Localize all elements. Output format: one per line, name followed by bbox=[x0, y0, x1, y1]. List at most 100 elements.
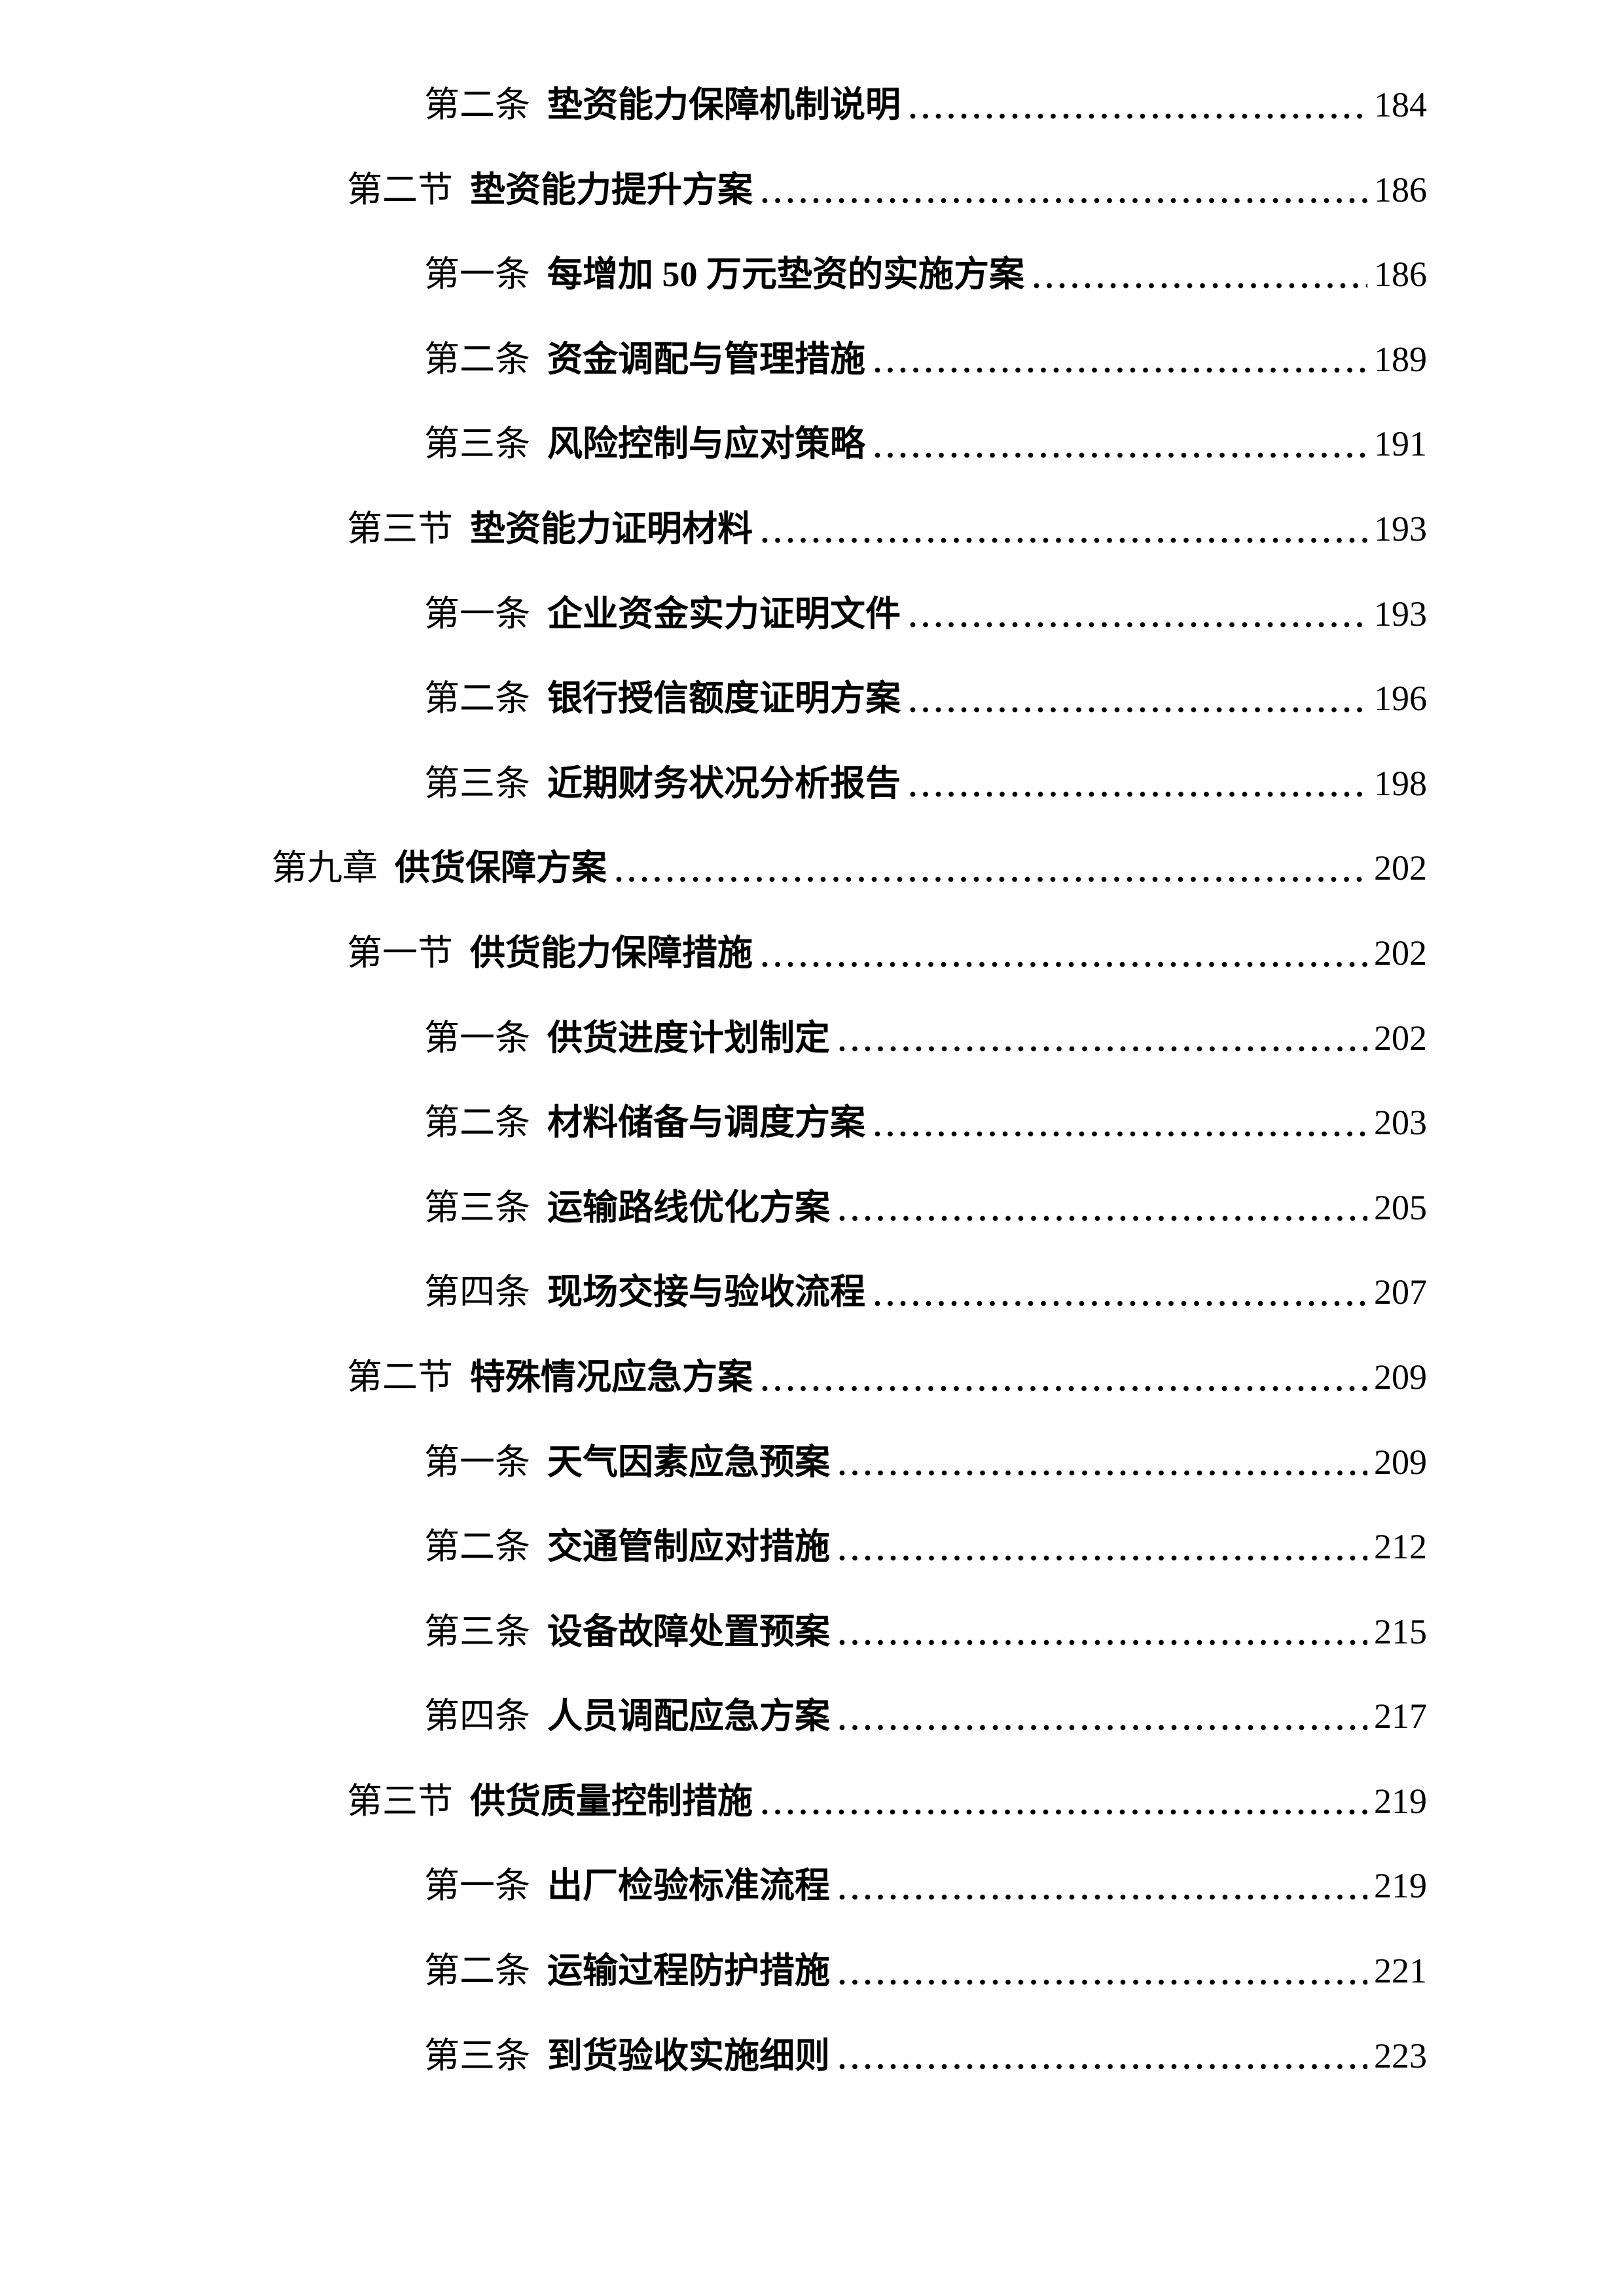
toc-entry-title: 资金调配与管理措施 bbox=[547, 339, 865, 379]
toc-entry-label: 第一条 bbox=[424, 255, 530, 295]
dot-leader bbox=[762, 1809, 1367, 1816]
dot-leader bbox=[762, 537, 1367, 543]
toc-entry-title: 运输路线优化方案 bbox=[547, 1187, 830, 1227]
dot-leader bbox=[839, 1046, 1367, 1052]
toc-entry-page-number: 217 bbox=[1374, 1696, 1427, 1736]
toc-entry-title: 到货验收实施细则 bbox=[547, 2036, 830, 2075]
toc-entry: 第一条 企业资金实力证明文件 193 bbox=[0, 572, 1624, 657]
dot-leader bbox=[762, 961, 1367, 967]
dot-leader bbox=[910, 622, 1367, 628]
toc-entry-label: 第二条 bbox=[424, 1951, 530, 1991]
toc-entry-title: 出厂检验标准流程 bbox=[547, 1866, 830, 1906]
toc-entry-page-number: 223 bbox=[1374, 2036, 1427, 2075]
toc-entry: 第三条 设备故障处置预案 215 bbox=[0, 1590, 1624, 1675]
toc-entry-page-number: 186 bbox=[1374, 170, 1427, 209]
toc-entry-title: 现场交接与验收流程 bbox=[547, 1272, 865, 1312]
dot-leader bbox=[910, 113, 1367, 119]
toc-entry-page-number: 191 bbox=[1374, 424, 1427, 464]
toc-entry: 第一条 供货进度计划制定 202 bbox=[0, 996, 1624, 1081]
dot-leader bbox=[875, 367, 1367, 374]
dot-leader bbox=[839, 2064, 1367, 2070]
toc-entry: 第一条 出厂检验标准流程 219 bbox=[0, 1844, 1624, 1929]
toc-entry: 第二条 材料储备与调度方案 203 bbox=[0, 1081, 1624, 1166]
dot-leader bbox=[839, 1554, 1367, 1561]
toc-entry-label: 第三条 bbox=[424, 2036, 530, 2075]
toc-entry: 第二条 银行授信额度证明方案 196 bbox=[0, 656, 1624, 742]
toc-entry-title: 垫资能力提升方案 bbox=[470, 170, 753, 209]
dot-leader bbox=[762, 1385, 1367, 1391]
dot-leader bbox=[616, 876, 1367, 882]
toc-entry: 第四条 人员调配应急方案 217 bbox=[0, 1674, 1624, 1759]
toc-entry-label: 第一条 bbox=[424, 1018, 530, 1058]
toc-entry-page-number: 212 bbox=[1374, 1527, 1427, 1567]
toc-entry-label: 第三条 bbox=[424, 424, 530, 464]
toc-entry-label: 第三节 bbox=[347, 509, 453, 548]
toc-entry-title: 供货进度计划制定 bbox=[547, 1018, 830, 1058]
toc-entry: 第二条 交通管制应对措施 212 bbox=[0, 1505, 1624, 1590]
toc-entry-title: 材料储备与调度方案 bbox=[547, 1103, 865, 1143]
toc-entry-label: 第二条 bbox=[424, 85, 530, 124]
toc-entry: 第二节 特殊情况应急方案 209 bbox=[0, 1335, 1624, 1420]
toc-entry: 第一节 供货能力保障措施 202 bbox=[0, 911, 1624, 996]
dot-leader bbox=[875, 1300, 1367, 1306]
dot-leader bbox=[910, 706, 1367, 713]
toc-entry-title: 供货能力保障措施 bbox=[470, 933, 753, 973]
toc-entry-page-number: 209 bbox=[1374, 1357, 1427, 1397]
toc-entry-page-number: 209 bbox=[1374, 1442, 1427, 1482]
toc-entry-label: 第二条 bbox=[424, 339, 530, 379]
toc-entry-page-number: 219 bbox=[1374, 1866, 1427, 1906]
toc-entry-label: 第一节 bbox=[347, 933, 453, 973]
toc-entry-title: 垫资能力证明材料 bbox=[470, 509, 753, 548]
dot-leader bbox=[839, 1979, 1367, 1985]
toc-entry-label: 第二节 bbox=[347, 170, 453, 209]
dot-leader bbox=[839, 1470, 1367, 1477]
toc-entry-label: 第三条 bbox=[424, 1187, 530, 1227]
toc-entry-page-number: 221 bbox=[1374, 1951, 1427, 1991]
dot-leader bbox=[839, 1724, 1367, 1731]
toc-entry-page-number: 196 bbox=[1374, 679, 1427, 719]
toc-entry-label: 第三条 bbox=[424, 763, 530, 803]
toc-entry-label: 第二条 bbox=[424, 1103, 530, 1143]
toc-entry-title: 供货质量控制措施 bbox=[470, 1781, 753, 1821]
toc-entry-label: 第三条 bbox=[424, 1611, 530, 1651]
toc-entry-title: 天气因素应急预案 bbox=[547, 1442, 830, 1482]
toc-entry: 第一条 天气因素应急预案 209 bbox=[0, 1420, 1624, 1505]
dot-leader bbox=[762, 198, 1367, 204]
toc-entry-label: 第三节 bbox=[347, 1781, 453, 1821]
dot-leader bbox=[839, 1894, 1367, 1901]
toc-entry-page-number: 203 bbox=[1374, 1103, 1427, 1143]
toc-entry-page-number: 193 bbox=[1374, 509, 1427, 548]
dot-leader bbox=[875, 452, 1367, 458]
dot-leader bbox=[875, 1130, 1367, 1137]
toc-entry: 第二条 资金调配与管理措施 189 bbox=[0, 317, 1624, 403]
toc-entry-label: 第二条 bbox=[424, 679, 530, 719]
toc-entry-page-number: 219 bbox=[1374, 1781, 1427, 1821]
toc-entry-title: 企业资金实力证明文件 bbox=[547, 594, 901, 634]
toc-entry-label: 第四条 bbox=[424, 1272, 530, 1312]
toc-entry: 第三条 到货验收实施细则 223 bbox=[0, 2014, 1624, 2099]
table-of-contents: 第二条 垫资能力保障机制说明 184 第二节 垫资能力提升方案 186 第一条 … bbox=[0, 63, 1624, 2098]
toc-entry-page-number: 207 bbox=[1374, 1272, 1427, 1312]
toc-entry-label: 第二条 bbox=[424, 1527, 530, 1567]
toc-entry-label: 第九章 bbox=[272, 848, 378, 888]
toc-entry-title: 每增加 50 万元垫资的实施方案 bbox=[547, 255, 1024, 295]
toc-entry-page-number: 184 bbox=[1374, 85, 1427, 124]
toc-entry-title: 风险控制与应对策略 bbox=[547, 424, 865, 464]
toc-entry-title: 供货保障方案 bbox=[395, 848, 607, 888]
toc-entry-page-number: 202 bbox=[1374, 933, 1427, 973]
toc-entry-page-number: 186 bbox=[1374, 255, 1427, 295]
toc-entry-page-number: 189 bbox=[1374, 339, 1427, 379]
toc-entry-label: 第一条 bbox=[424, 1442, 530, 1482]
toc-entry-title: 垫资能力保障机制说明 bbox=[547, 85, 901, 124]
toc-entry-title: 运输过程防护措施 bbox=[547, 1951, 830, 1991]
toc-entry: 第二条 运输过程防护措施 221 bbox=[0, 1929, 1624, 2014]
toc-entry: 第九章 供货保障方案 202 bbox=[0, 826, 1624, 911]
dot-leader bbox=[1034, 282, 1367, 289]
toc-entry-page-number: 193 bbox=[1374, 594, 1427, 634]
dot-leader bbox=[839, 1640, 1367, 1646]
toc-entry: 第三条 近期财务状况分析报告 198 bbox=[0, 742, 1624, 827]
toc-entry-page-number: 198 bbox=[1374, 763, 1427, 803]
toc-entry-title: 近期财务状况分析报告 bbox=[547, 763, 901, 803]
toc-entry-label: 第一条 bbox=[424, 1866, 530, 1906]
